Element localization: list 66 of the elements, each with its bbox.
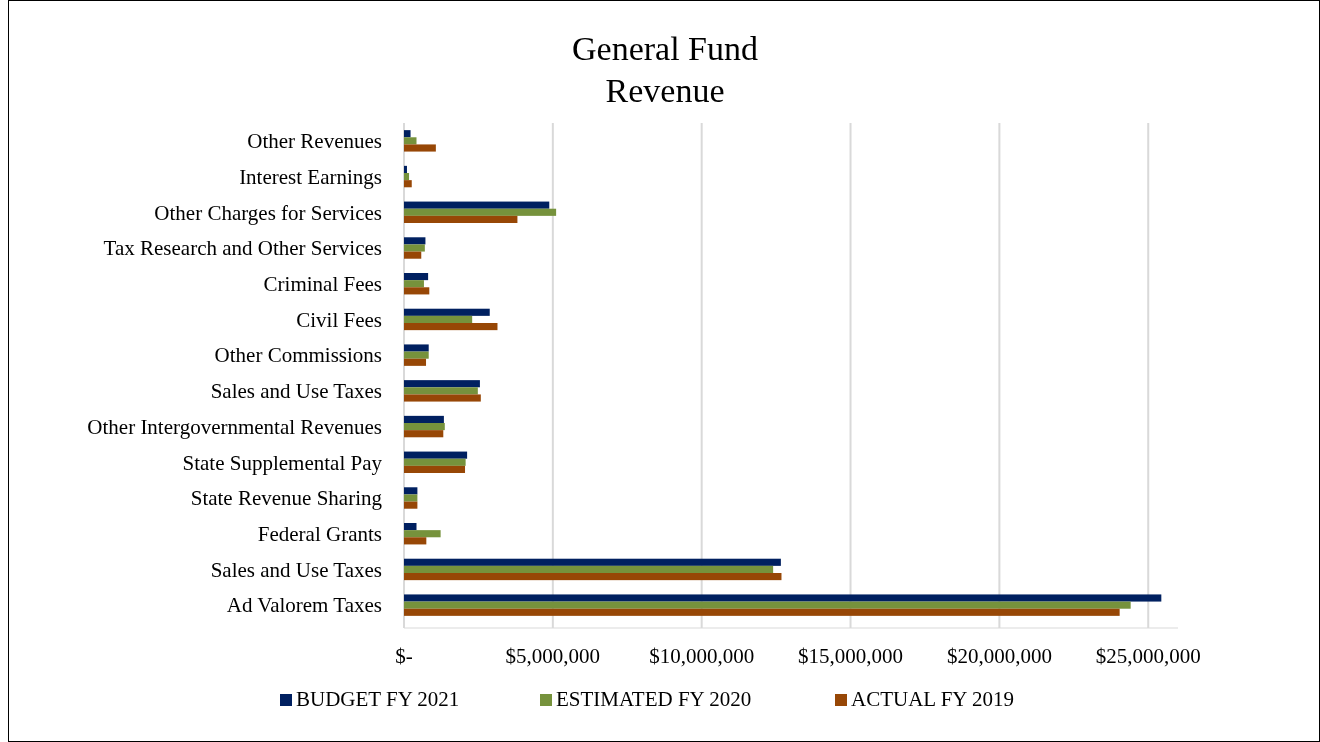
y-tick-label: Sales and Use Taxes [210,557,382,582]
bar [404,244,425,252]
x-tick-label: $20,000,000 [946,644,1052,668]
bar [404,523,417,531]
y-tick-label: Criminal Fees [263,272,382,297]
x-tick-label: $25,000,000 [1095,644,1201,668]
y-tick-label: Other Commissions [214,343,382,368]
bar [404,530,441,538]
bar [404,415,444,423]
y-tick-label: State Revenue Sharing [190,486,383,511]
bar [404,380,480,388]
bar [404,558,781,566]
bar [404,351,429,359]
bar [404,130,411,138]
x-tick-label: $15,000,000 [798,644,904,668]
bar [404,451,468,459]
bar [404,608,1120,616]
y-tick-label: Sales and Use Taxes [210,379,382,404]
bar [404,208,557,216]
bar [404,565,774,573]
bar [404,237,426,245]
x-tick-label: $- [395,644,413,668]
x-tick-label: $10,000,000 [649,644,755,668]
bar [404,173,410,181]
bar [404,394,481,402]
bar [404,144,436,152]
y-tick-label: State Supplemental Pay [182,450,383,475]
bar [404,137,417,145]
legend-label: ESTIMATED FY 2020 [556,687,752,711]
y-tick-label: Other Revenues [247,129,382,154]
y-tick-label: Ad Valorem Taxes [226,593,382,618]
bar [404,308,490,316]
bar [404,251,422,259]
y-tick-label: Federal Grants [257,522,382,547]
y-tick-label: Civil Fees [296,307,382,332]
bar [404,423,445,431]
bar [404,280,424,288]
bar [404,344,429,352]
bar [404,273,429,281]
bar [404,323,498,331]
bar [404,315,473,323]
bar [404,215,518,223]
bar [404,387,478,395]
bar [404,430,444,438]
bar [404,165,407,173]
bar [404,573,782,581]
bar [404,494,418,502]
bar [404,180,412,188]
bar [404,601,1131,609]
chart-title: General Fund Revenue [571,30,759,109]
bar [404,201,550,209]
bar [404,487,418,495]
bar [404,358,427,366]
y-tick-label: Tax Research and Other Services [103,236,382,261]
y-tick-label: Interest Earnings [239,164,382,189]
x-tick-label: $5,000,000 [505,644,601,668]
y-tick-label: Other Intergovernmental Revenues [87,414,382,439]
legend-label: BUDGET FY 2021 [296,687,460,711]
bar [404,594,1162,602]
y-tick-label: Other Charges for Services [154,200,382,225]
bar [404,537,427,545]
bar [404,287,430,295]
legend-label: ACTUAL FY 2019 [851,687,1014,711]
bar [404,501,418,509]
bar [404,458,466,466]
bar [404,465,466,473]
